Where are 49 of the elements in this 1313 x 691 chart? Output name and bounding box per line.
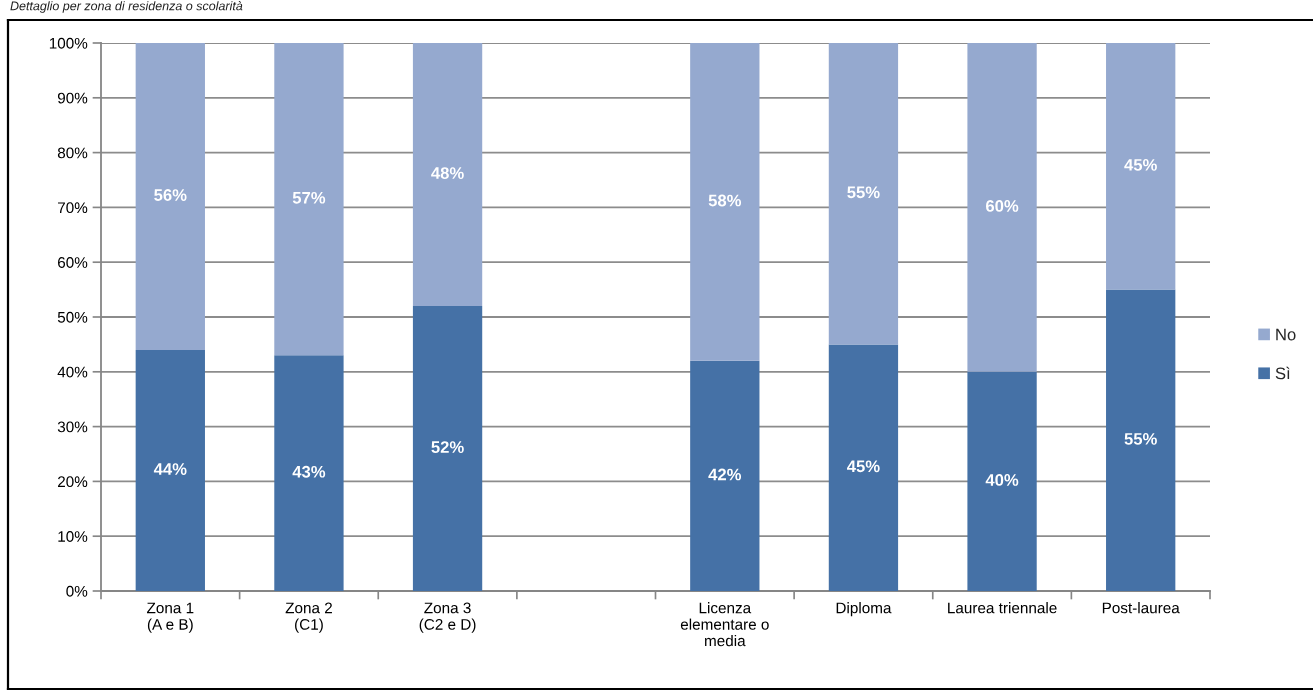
- x-tick-label: Licenza elementare o media: [680, 602, 769, 647]
- data-label: 43%: [292, 465, 326, 478]
- bar: [1106, 43, 1176, 290]
- bar: [828, 43, 899, 345]
- data-label: 55%: [847, 186, 880, 199]
- data-label: 45%: [1124, 159, 1157, 171]
- bar: [967, 371, 1037, 591]
- x-tick-label: Laurea triennale: [948, 602, 1057, 614]
- legend-label: No: [1276, 328, 1296, 341]
- data-label: 52%: [431, 441, 464, 453]
- bar: [1106, 289, 1176, 591]
- x-tick-label: Zona 1 (A e B): [147, 602, 194, 633]
- y-tick-label: 100%: [49, 37, 88, 49]
- bar: [412, 306, 483, 591]
- bar: [274, 43, 344, 356]
- bar: [274, 355, 344, 591]
- y-tick-label: 90%: [57, 92, 88, 104]
- chart-title: Dettaglio per zona di residenza o scolarità: [10, 1, 243, 13]
- y-tick-label: 70%: [58, 202, 88, 214]
- bar: [135, 43, 205, 350]
- y-tick-label: 10%: [58, 531, 88, 542]
- data-label: 58%: [708, 194, 742, 207]
- data-label: 45%: [847, 460, 880, 473]
- y-tick-label: 80%: [57, 147, 88, 159]
- bar: [690, 43, 760, 361]
- data-label: 48%: [431, 167, 464, 179]
- bar: [967, 43, 1037, 372]
- y-tick-label: 60%: [58, 257, 88, 268]
- x-tick-label: Post-laurea: [1102, 602, 1180, 614]
- x-tick-label: Diploma: [836, 602, 892, 617]
- data-label: 42%: [708, 468, 742, 481]
- data-label: 56%: [154, 189, 187, 201]
- y-tick-label: 20%: [58, 476, 88, 488]
- bar: [412, 43, 483, 307]
- legend-label: Sì: [1275, 366, 1290, 380]
- data-label: 60%: [985, 200, 1019, 212]
- y-tick-label: 0%: [66, 585, 88, 597]
- x-tick-label: Zona 3 (C2 e D): [419, 602, 476, 633]
- bar: [690, 360, 760, 591]
- x-tick-label: Zona 2 (C1): [285, 602, 332, 633]
- bar: [135, 349, 205, 591]
- data-label: 55%: [1124, 433, 1157, 445]
- data-label: 57%: [292, 191, 326, 204]
- bar: [828, 344, 899, 591]
- data-label: 44%: [153, 463, 187, 475]
- y-tick-label: 30%: [57, 421, 88, 433]
- data-label: 40%: [985, 474, 1019, 486]
- y-tick-label: 40%: [57, 366, 88, 378]
- y-tick-label: 50%: [57, 311, 88, 323]
